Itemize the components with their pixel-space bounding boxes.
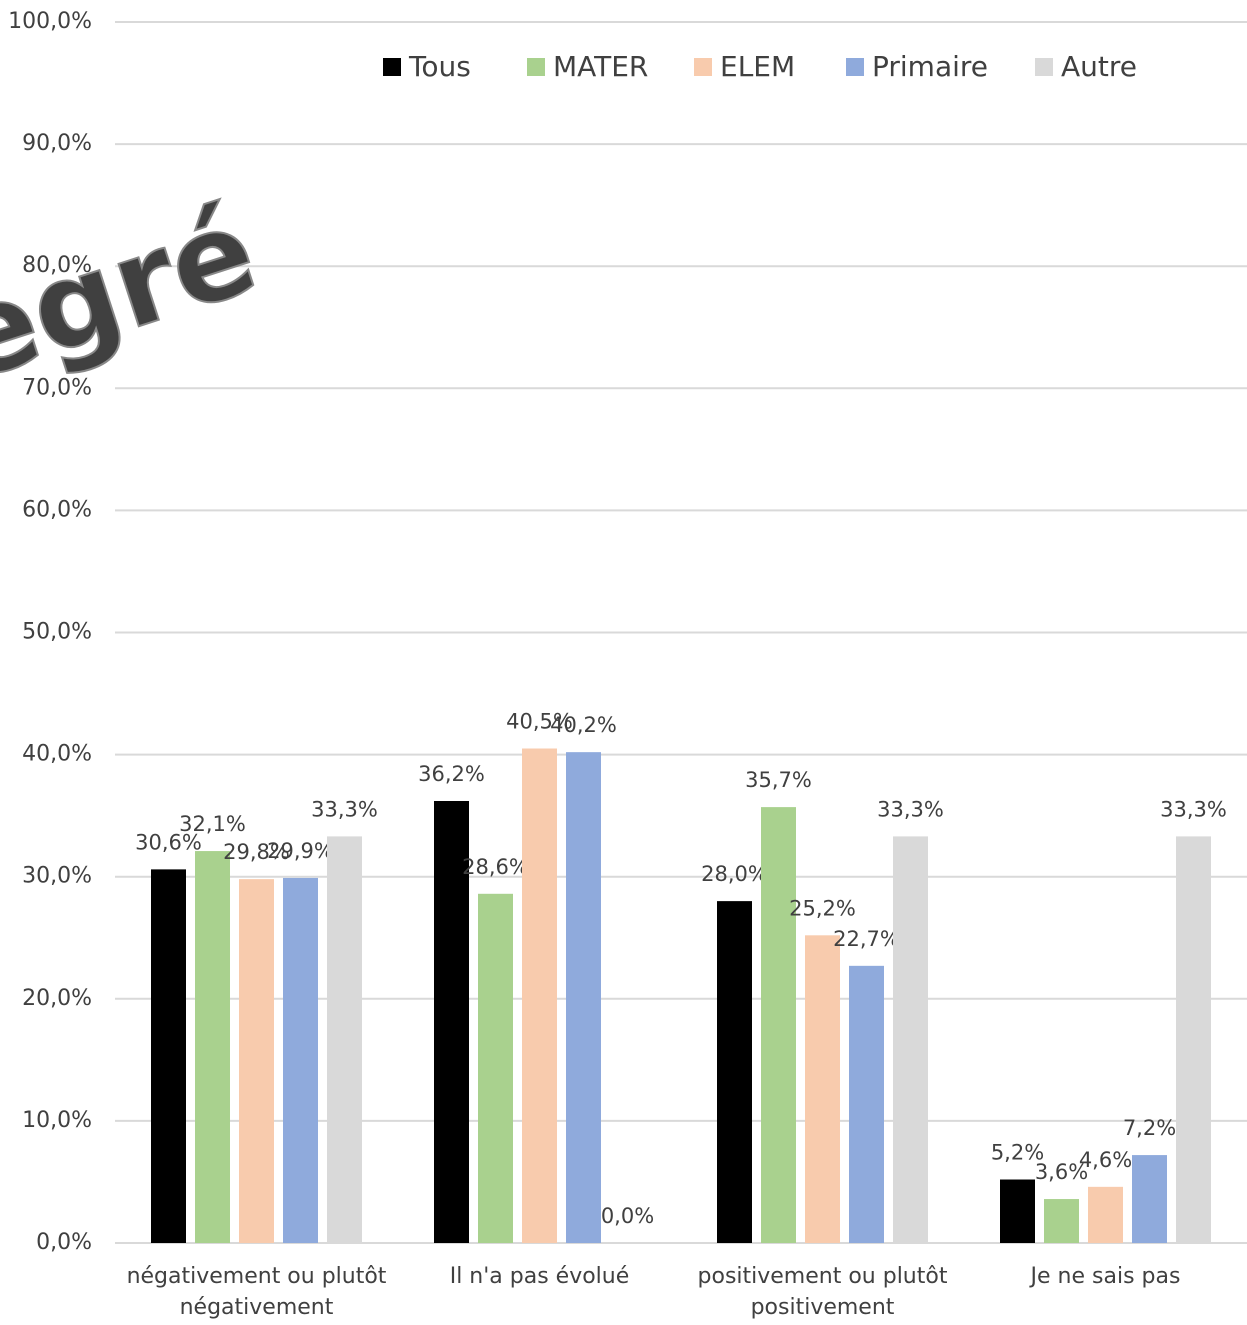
data-label: 0,0% bbox=[601, 1204, 654, 1228]
legend-swatch bbox=[1035, 58, 1053, 76]
y-tick-label: 100,0% bbox=[8, 9, 92, 34]
y-tick-label: 90,0% bbox=[22, 131, 92, 156]
x-tick-label: négativement ou plutôt négativement bbox=[126, 1264, 387, 1320]
bar bbox=[327, 836, 362, 1243]
bar bbox=[478, 893, 513, 1243]
bar bbox=[239, 879, 274, 1243]
x-tick-label: Il n'a pas évolué bbox=[449, 1264, 630, 1289]
legend-swatch bbox=[383, 58, 401, 76]
bar bbox=[761, 807, 796, 1243]
data-label: 4,6% bbox=[1079, 1148, 1132, 1172]
y-tick-label: 50,0% bbox=[22, 620, 92, 645]
data-label: 28,0% bbox=[701, 862, 768, 886]
bar bbox=[283, 877, 318, 1243]
bar bbox=[522, 748, 557, 1243]
legend-label: Tous bbox=[408, 50, 471, 83]
data-label: 33,3% bbox=[877, 797, 944, 821]
bar bbox=[1088, 1186, 1123, 1243]
y-tick-label: 70,0% bbox=[22, 375, 92, 400]
bar bbox=[1044, 1199, 1079, 1243]
data-label: 28,6% bbox=[462, 855, 529, 879]
legend-label: ELEM bbox=[720, 50, 795, 83]
data-label: 22,7% bbox=[833, 927, 900, 951]
bar bbox=[805, 935, 840, 1243]
legend-label: Primaire bbox=[872, 50, 988, 83]
bar bbox=[1132, 1155, 1167, 1243]
legend-swatch bbox=[527, 58, 545, 76]
data-label: 25,2% bbox=[789, 896, 856, 920]
y-tick-label: 10,0% bbox=[22, 1108, 92, 1133]
watermark: egré bbox=[0, 180, 273, 409]
data-label: 36,2% bbox=[418, 762, 485, 786]
bar bbox=[893, 836, 928, 1243]
data-label: 40,5% bbox=[506, 709, 573, 733]
bar bbox=[566, 752, 601, 1243]
x-tick-label: Je ne sais pas bbox=[1030, 1264, 1181, 1289]
y-tick-label: 30,0% bbox=[22, 864, 92, 889]
data-label: 35,7% bbox=[745, 768, 812, 792]
data-label: 30,6% bbox=[135, 830, 202, 854]
data-label: 3,6% bbox=[1035, 1160, 1088, 1184]
data-label: 29,8% bbox=[223, 840, 290, 864]
data-label: 5,2% bbox=[991, 1141, 1044, 1165]
legend-label: MATER bbox=[553, 50, 648, 83]
y-tick-label: 60,0% bbox=[22, 497, 92, 522]
data-label: 7,2% bbox=[1123, 1116, 1176, 1140]
data-label: 29,9% bbox=[267, 839, 334, 863]
bar bbox=[1176, 836, 1211, 1243]
legend-label: Autre bbox=[1061, 50, 1137, 83]
data-label: 40,2% bbox=[550, 713, 617, 737]
y-tick-label: 0,0% bbox=[36, 1230, 92, 1255]
annotation: egré bbox=[0, 181, 272, 408]
y-tick-label: 20,0% bbox=[22, 986, 92, 1011]
y-tick-label: 80,0% bbox=[22, 253, 92, 278]
bar bbox=[434, 800, 469, 1243]
bar bbox=[849, 965, 884, 1243]
legend-swatch bbox=[694, 58, 712, 76]
bar bbox=[151, 869, 186, 1243]
x-tick-label: positivement ou plutôt positivement bbox=[697, 1264, 948, 1320]
data-label: 32,1% bbox=[179, 812, 246, 836]
y-tick-label: 40,0% bbox=[22, 742, 92, 767]
data-label: 33,3% bbox=[311, 797, 378, 821]
legend-swatch bbox=[846, 58, 864, 76]
bar bbox=[195, 851, 230, 1243]
data-label: 33,3% bbox=[1160, 797, 1227, 821]
bar bbox=[717, 901, 752, 1243]
bar bbox=[1000, 1179, 1035, 1243]
